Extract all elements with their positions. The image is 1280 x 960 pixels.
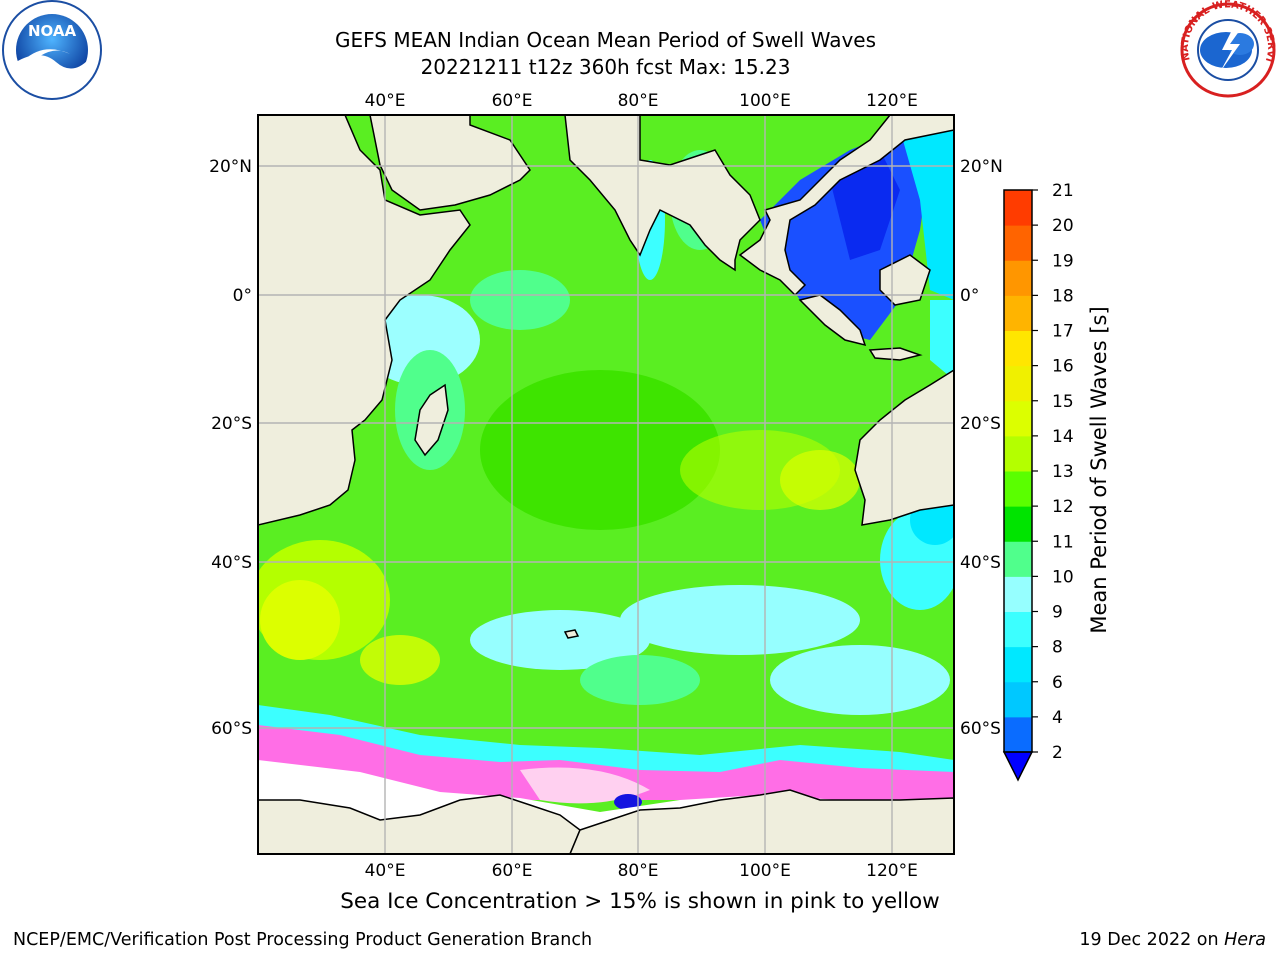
colorbar-segment	[1004, 716, 1032, 753]
lat-label-left: 0°	[233, 286, 252, 306]
lat-label-right: 20°N	[960, 157, 1003, 177]
nws-logo-text: NATIONAL WEATHER SERVICE	[0, 0, 1276, 63]
lon-label-top: 120°E	[866, 91, 918, 111]
colorbar-tick-label: 11	[1052, 532, 1074, 552]
lon-label-top: 40°E	[365, 91, 406, 111]
lon-label-top: 60°E	[492, 91, 533, 111]
colorbar-tick-label: 16	[1052, 357, 1074, 377]
footer-credit: NCEP/EMC/Verification Post Processing Pr…	[13, 930, 593, 950]
noaa-logo-icon: NOAA	[2, 0, 102, 100]
footer-host: Hera	[1224, 930, 1266, 950]
colorbar-segment	[1004, 225, 1032, 261]
colorbar-segment	[1004, 646, 1032, 683]
colorbar-segment	[1004, 330, 1032, 367]
axis-labels: 40°E 40°E 60°E 60°E 80°E 80°E 100°E 100°E 120°E 1…	[209, 91, 1003, 881]
lon-label-bottom: 80°E	[618, 861, 659, 881]
colorbar-tick-label: 10	[1052, 567, 1074, 587]
colorbar-tick-label: 2	[1052, 743, 1063, 763]
colorbar-segment	[1004, 260, 1032, 296]
colorbar-extend	[1002, 751, 1034, 782]
colorbar-tick-label: 18	[1052, 286, 1074, 306]
colorbar-tick-label: 6	[1052, 673, 1063, 693]
colorbar-tick-label: 8	[1052, 638, 1063, 658]
svg-text:NATIONAL WEATHER SERVICE: NATIONAL WEATHER SERVICE	[0, 0, 1276, 63]
nws-logo-icon: NATIONAL WEATHER SERVICE	[0, 0, 1276, 98]
footer-date: 19 Dec 2022 on Hera	[1079, 930, 1266, 950]
colorbar-segment	[1004, 190, 1032, 226]
lon-label-top: 80°E	[618, 91, 659, 111]
colorbar-tick-label: 17	[1052, 322, 1074, 342]
colorbar-label: Mean Period of Swell Waves [s]	[1087, 306, 1111, 633]
lon-label-bottom: 60°E	[492, 861, 533, 881]
colorbar-segment	[1004, 681, 1032, 718]
colorbar-tick-label: 15	[1052, 392, 1074, 412]
lat-label-right: 40°S	[960, 553, 1001, 573]
colorbar-segment	[1004, 611, 1032, 648]
lon-label-bottom: 100°E	[739, 861, 791, 881]
colorbar-tick-label: 9	[1052, 603, 1063, 623]
lon-label-bottom: 40°E	[365, 861, 406, 881]
map-frame	[257, 114, 955, 855]
colorbar-segment	[1004, 365, 1032, 402]
lat-label-left: 60°S	[211, 719, 252, 739]
lat-label-right: 0°	[960, 286, 979, 306]
lon-label-top: 100°E	[739, 91, 791, 111]
colorbar-segment	[1004, 435, 1032, 472]
noaa-logo-text: NOAA	[28, 22, 77, 40]
colorbar-tick-label: 14	[1052, 427, 1074, 447]
colorbar-segment	[1004, 541, 1032, 577]
lat-label-left: 20°S	[211, 414, 252, 434]
colorbar-tick-label: 12	[1052, 497, 1074, 517]
lon-label-bottom: 120°E	[866, 861, 918, 881]
lat-label-left: 20°N	[209, 157, 252, 177]
sea-ice-note: Sea Ice Concentration > 15% is shown in …	[340, 889, 940, 914]
colorbar-segment	[1004, 471, 1032, 507]
colorbar-segment	[1004, 506, 1032, 542]
colorbar-tick-label: 20	[1052, 216, 1074, 236]
lat-label-left: 40°S	[211, 553, 252, 573]
colorbar: 2 4 6 8 9 10 11 12 13 14 15 16 17 18 19 20 21	[1002, 181, 1074, 782]
colorbar-tick-label: 13	[1052, 462, 1074, 482]
footer-date-text: 19 Dec 2022 on	[1079, 930, 1225, 950]
map-subtitle: 20221211 t12z 360h fcst Max: 15.23	[420, 55, 791, 79]
colorbar-segment	[1004, 295, 1032, 331]
lat-label-right: 20°S	[960, 414, 1001, 434]
lat-label-right: 60°S	[960, 719, 1001, 739]
colorbar-tick-label: 21	[1052, 181, 1074, 201]
land-masses	[258, 115, 954, 854]
colorbar-segment	[1004, 576, 1032, 612]
colorbar-tick-label: 19	[1052, 251, 1074, 271]
colorbar-segment	[1004, 400, 1032, 437]
map-gridlines	[258, 115, 954, 854]
map-panel	[258, 115, 954, 854]
map-title: GEFS MEAN Indian Ocean Mean Period of Sw…	[334, 28, 877, 52]
colorbar-tick-label: 4	[1052, 708, 1063, 728]
